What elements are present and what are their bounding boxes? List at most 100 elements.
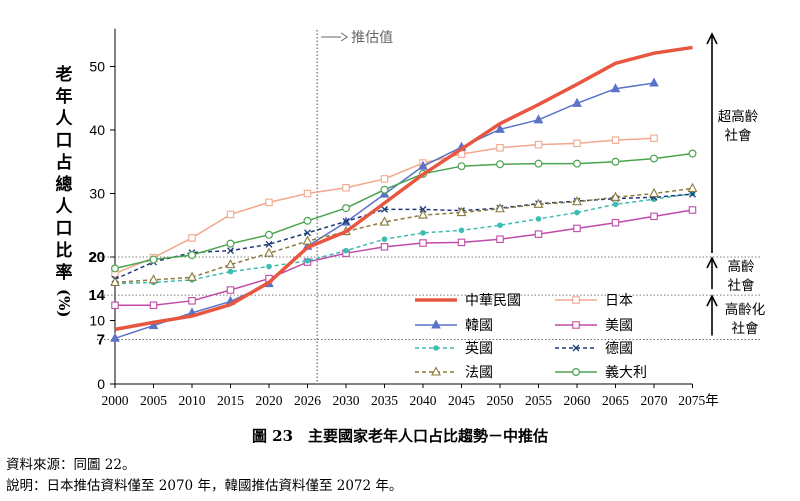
source-note: 資料來源：同圖 22。 xyxy=(6,457,136,473)
series-5 xyxy=(111,190,696,283)
x-tick-label: 2055 xyxy=(525,393,552,408)
data-point xyxy=(456,206,467,217)
data-point xyxy=(110,332,120,342)
x-tick-label: 2065 xyxy=(602,393,629,408)
data-point xyxy=(225,258,236,269)
data-point xyxy=(649,77,659,87)
y-axis-label-char: 人 xyxy=(55,109,73,129)
x-tick-label: 2070 xyxy=(641,393,668,408)
y-axis-label-char: 口 xyxy=(55,131,73,151)
y-tick-label: 10 xyxy=(89,313,105,329)
legend-label: 美國 xyxy=(605,318,633,334)
data-point xyxy=(148,274,159,284)
data-point xyxy=(611,157,620,166)
data-point xyxy=(574,209,580,216)
data-point xyxy=(342,204,351,213)
data-point xyxy=(419,205,427,213)
legend-label: 中華民國 xyxy=(465,293,521,309)
data-point xyxy=(380,243,389,251)
data-point xyxy=(188,251,197,260)
legend-label: 韓國 xyxy=(465,318,493,334)
data-point xyxy=(610,191,621,201)
legend-swatch-marker xyxy=(572,321,580,329)
x-tick-label: 2020 xyxy=(256,393,283,408)
data-point xyxy=(457,162,466,171)
data-point xyxy=(379,216,390,226)
y-axis-label-char: 總 xyxy=(55,175,73,195)
x-tick-label: 2075年 xyxy=(678,393,719,408)
data-point xyxy=(149,255,158,264)
region-super-aged-line1: 超高齡 xyxy=(717,109,759,125)
legend-swatch-marker xyxy=(431,319,441,329)
data-point xyxy=(533,198,544,208)
data-point xyxy=(342,217,350,225)
legend-swatch-marker xyxy=(571,368,580,377)
region-aged: 高齡 社會 xyxy=(706,258,776,296)
data-point xyxy=(303,189,312,198)
data-point xyxy=(495,123,505,133)
legend-swatch-marker xyxy=(431,366,441,376)
data-point xyxy=(226,210,235,219)
data-point xyxy=(496,144,504,152)
legend-item: 日本 xyxy=(555,293,633,309)
y-axis-label-char: 口 xyxy=(55,219,73,239)
region-aging: 高齡化 社會 xyxy=(710,301,780,339)
legend-swatch-marker xyxy=(572,344,580,352)
data-point xyxy=(610,83,621,93)
data-point xyxy=(111,301,119,310)
series-6 xyxy=(110,182,698,286)
series-line xyxy=(114,192,693,285)
data-point xyxy=(266,263,272,270)
data-point xyxy=(649,187,659,198)
reference-line-label: 20 xyxy=(88,249,105,266)
data-point xyxy=(265,230,274,239)
data-point xyxy=(264,247,274,257)
data-point xyxy=(302,235,313,245)
y-tick-label: 50 xyxy=(89,59,105,75)
legend-item: 英國 xyxy=(415,340,493,357)
x-tick-label: 2060 xyxy=(564,393,591,408)
y-axis-label-char: 年 xyxy=(55,87,73,107)
data-point xyxy=(572,97,582,107)
x-tick-label: 2035 xyxy=(371,393,398,408)
data-point xyxy=(457,238,466,247)
data-point xyxy=(227,268,234,275)
series-line xyxy=(114,187,693,284)
series-0 xyxy=(114,45,693,332)
legend-label: 英國 xyxy=(465,340,493,357)
data-point xyxy=(380,185,389,194)
projection-arrow-head xyxy=(340,32,349,42)
series-4 xyxy=(112,190,696,287)
data-point xyxy=(649,154,658,163)
data-point xyxy=(534,140,543,149)
legend-swatch-marker xyxy=(572,296,580,304)
series-line xyxy=(114,45,693,332)
data-point xyxy=(687,182,698,192)
region-aged-line2: 社會 xyxy=(727,278,755,294)
data-point xyxy=(535,216,542,222)
y-tick-label: 30 xyxy=(89,186,105,202)
data-point xyxy=(304,229,311,237)
legend-label: 義大利 xyxy=(605,364,647,381)
x-tick-label: 2015 xyxy=(217,393,244,408)
data-point xyxy=(188,297,196,305)
data-point xyxy=(573,224,581,233)
footnote: 說明：日本推估資料僅至 2070 年，韓國推估資料僅至 2072 年。 xyxy=(6,478,403,494)
region-aged-line1: 高齡 xyxy=(727,259,755,275)
region-super-aged: 超高齡 社會 xyxy=(703,108,773,146)
data-point xyxy=(611,218,620,227)
projection-label: 推估值 xyxy=(351,30,393,46)
data-point xyxy=(689,190,696,198)
data-point xyxy=(572,196,582,206)
data-point xyxy=(650,212,658,221)
data-point xyxy=(458,227,465,234)
figure-caption: 圖 23 主要國家老年人口占比趨勢－中推估 xyxy=(251,427,549,445)
y-tick-label: 40 xyxy=(89,122,105,138)
data-point xyxy=(226,239,235,248)
y-axis-label-char: 比 xyxy=(55,241,73,261)
y-axis-label-char: 人 xyxy=(55,197,73,217)
x-tick-label: 2045 xyxy=(448,393,475,408)
data-point xyxy=(612,201,619,208)
data-point xyxy=(110,276,120,286)
